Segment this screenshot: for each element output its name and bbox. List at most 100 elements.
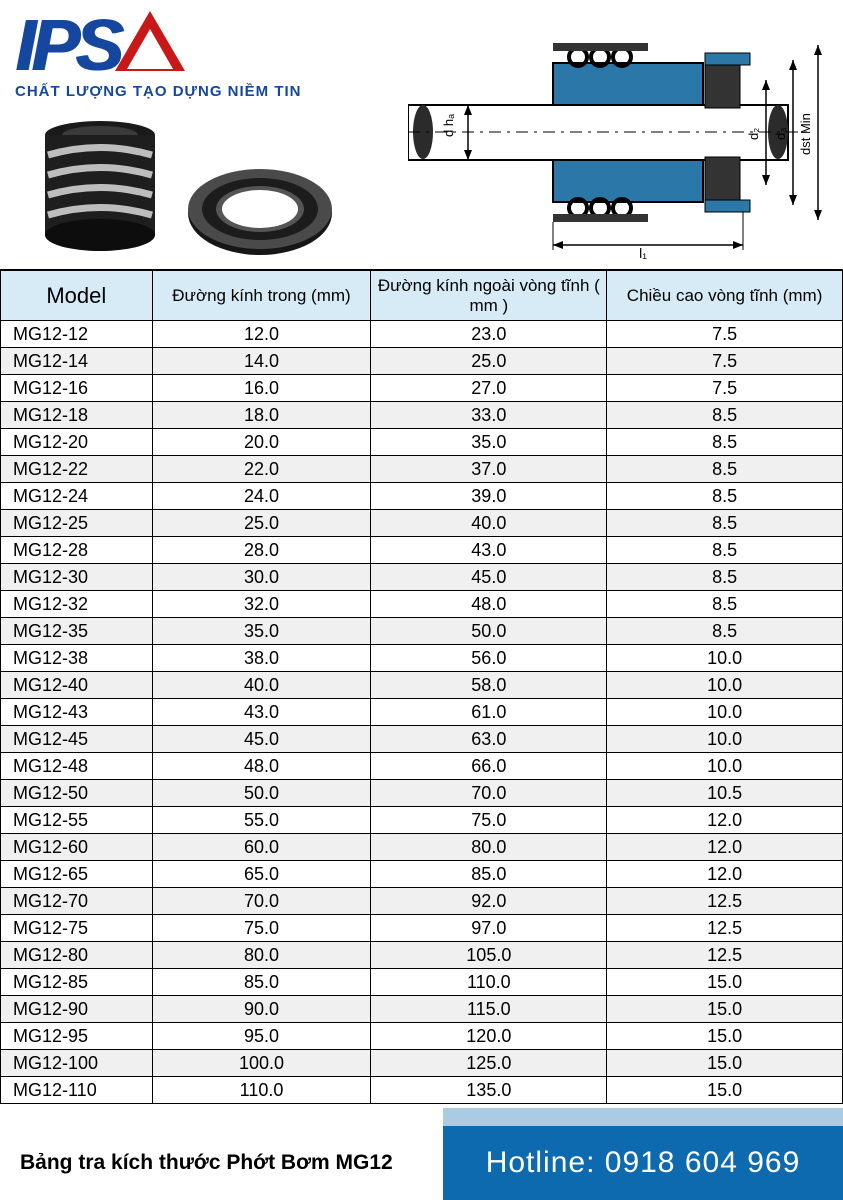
table-cell: 15.0 <box>607 1077 843 1104</box>
table-row: MG12-4848.066.010.0 <box>1 753 843 780</box>
table-cell: 25.0 <box>152 510 371 537</box>
table-cell: MG12-24 <box>1 483 153 510</box>
table-cell: 8.5 <box>607 618 843 645</box>
table-cell: 115.0 <box>371 996 607 1023</box>
table-cell: 48.0 <box>371 591 607 618</box>
table-row: MG12-3030.045.08.5 <box>1 564 843 591</box>
table-cell: 28.0 <box>152 537 371 564</box>
table-cell: 12.0 <box>607 807 843 834</box>
table-cell: 110.0 <box>371 969 607 996</box>
table-row: MG12-2222.037.08.5 <box>1 456 843 483</box>
table-cell: MG12-35 <box>1 618 153 645</box>
table-cell: 12.0 <box>607 861 843 888</box>
table-cell: 135.0 <box>371 1077 607 1104</box>
table-cell: 105.0 <box>371 942 607 969</box>
table-row: MG12-7070.092.012.5 <box>1 888 843 915</box>
table-row: MG12-4545.063.010.0 <box>1 726 843 753</box>
table-cell: 43.0 <box>152 699 371 726</box>
table-cell: 15.0 <box>607 996 843 1023</box>
table-cell: 12.0 <box>152 321 371 348</box>
table-row: MG12-6060.080.012.0 <box>1 834 843 861</box>
seal-spring-icon <box>30 120 170 260</box>
table-cell: 75.0 <box>371 807 607 834</box>
table-cell: 100.0 <box>152 1050 371 1077</box>
table-row: MG12-2020.035.08.5 <box>1 429 843 456</box>
table-row: MG12-1212.023.07.5 <box>1 321 843 348</box>
table-cell: MG12-43 <box>1 699 153 726</box>
table-row: MG12-7575.097.012.5 <box>1 915 843 942</box>
table-cell: 35.0 <box>152 618 371 645</box>
table-cell: 33.0 <box>371 402 607 429</box>
table-cell: 40.0 <box>371 510 607 537</box>
table-cell: MG12-70 <box>1 888 153 915</box>
table-row: MG12-2424.039.08.5 <box>1 483 843 510</box>
table-cell: 15.0 <box>607 969 843 996</box>
table-cell: 37.0 <box>371 456 607 483</box>
table-cell: MG12-110 <box>1 1077 153 1104</box>
spec-table: Model Đường kính trong (mm) Đường kính n… <box>0 270 843 1104</box>
table-cell: 70.0 <box>371 780 607 807</box>
table-cell: MG12-95 <box>1 1023 153 1050</box>
table-row: MG12-8585.0110.015.0 <box>1 969 843 996</box>
col-height: Chiều cao vòng tĩnh (mm) <box>607 271 843 321</box>
table-cell: 10.0 <box>607 726 843 753</box>
table-cell: 97.0 <box>371 915 607 942</box>
table-cell: 10.0 <box>607 753 843 780</box>
table-cell: 63.0 <box>371 726 607 753</box>
table-cell: 55.0 <box>152 807 371 834</box>
table-cell: 120.0 <box>371 1023 607 1050</box>
table-row: MG12-6565.085.012.0 <box>1 861 843 888</box>
table-cell: 10.0 <box>607 645 843 672</box>
table-row: MG12-5555.075.012.0 <box>1 807 843 834</box>
table-cell: 7.5 <box>607 321 843 348</box>
table-cell: MG12-40 <box>1 672 153 699</box>
table-cell: 10.0 <box>607 699 843 726</box>
footer-hotline: Hotline: 0918 604 969 <box>443 1126 843 1200</box>
table-row: MG12-3232.048.08.5 <box>1 591 843 618</box>
table-cell: 50.0 <box>371 618 607 645</box>
table-cell: 70.0 <box>152 888 371 915</box>
table-cell: MG12-14 <box>1 348 153 375</box>
table-cell: 12.0 <box>607 834 843 861</box>
logo-triangle-icon <box>115 11 185 71</box>
dim-d2: d₂ <box>746 128 761 140</box>
table-row: MG12-9090.0115.015.0 <box>1 996 843 1023</box>
table-cell: 80.0 <box>152 942 371 969</box>
table-cell: MG12-60 <box>1 834 153 861</box>
table-cell: 32.0 <box>152 591 371 618</box>
table-cell: MG12-85 <box>1 969 153 996</box>
table-cell: MG12-48 <box>1 753 153 780</box>
footer-caption: Bảng tra kích thước Phớt Bơm MG12 <box>0 1126 443 1200</box>
table-cell: 23.0 <box>371 321 607 348</box>
table-cell: 22.0 <box>152 456 371 483</box>
seal-ring-icon <box>185 165 335 260</box>
table-cell: 18.0 <box>152 402 371 429</box>
table-row: MG12-3838.056.010.0 <box>1 645 843 672</box>
table-cell: MG12-38 <box>1 645 153 672</box>
table-cell: 15.0 <box>607 1023 843 1050</box>
table-cell: 15.0 <box>607 1050 843 1077</box>
table-row: MG12-2828.043.08.5 <box>1 537 843 564</box>
table-row: MG12-100100.0125.015.0 <box>1 1050 843 1077</box>
table-cell: 8.5 <box>607 591 843 618</box>
table-cell: MG12-20 <box>1 429 153 456</box>
table-cell: MG12-18 <box>1 402 153 429</box>
table-cell: 125.0 <box>371 1050 607 1077</box>
logo: IPS CHẤT LƯỢNG TẠO DỰNG NIỀM TIN <box>15 5 375 100</box>
table-cell: 27.0 <box>371 375 607 402</box>
product-photo <box>20 120 350 265</box>
table-cell: MG12-30 <box>1 564 153 591</box>
table-cell: MG12-28 <box>1 537 153 564</box>
table-cell: 48.0 <box>152 753 371 780</box>
table-cell: 7.5 <box>607 375 843 402</box>
table-cell: 8.5 <box>607 483 843 510</box>
logo-tagline: CHẤT LƯỢNG TẠO DỰNG NIỀM TIN <box>15 83 375 100</box>
table-row: MG12-1818.033.08.5 <box>1 402 843 429</box>
dim-l1: l₁ <box>639 245 647 260</box>
table-cell: 66.0 <box>371 753 607 780</box>
table-cell: 14.0 <box>152 348 371 375</box>
table-cell: MG12-45 <box>1 726 153 753</box>
table-row: MG12-8080.0105.012.5 <box>1 942 843 969</box>
table-cell: MG12-90 <box>1 996 153 1023</box>
table-cell: 8.5 <box>607 510 843 537</box>
